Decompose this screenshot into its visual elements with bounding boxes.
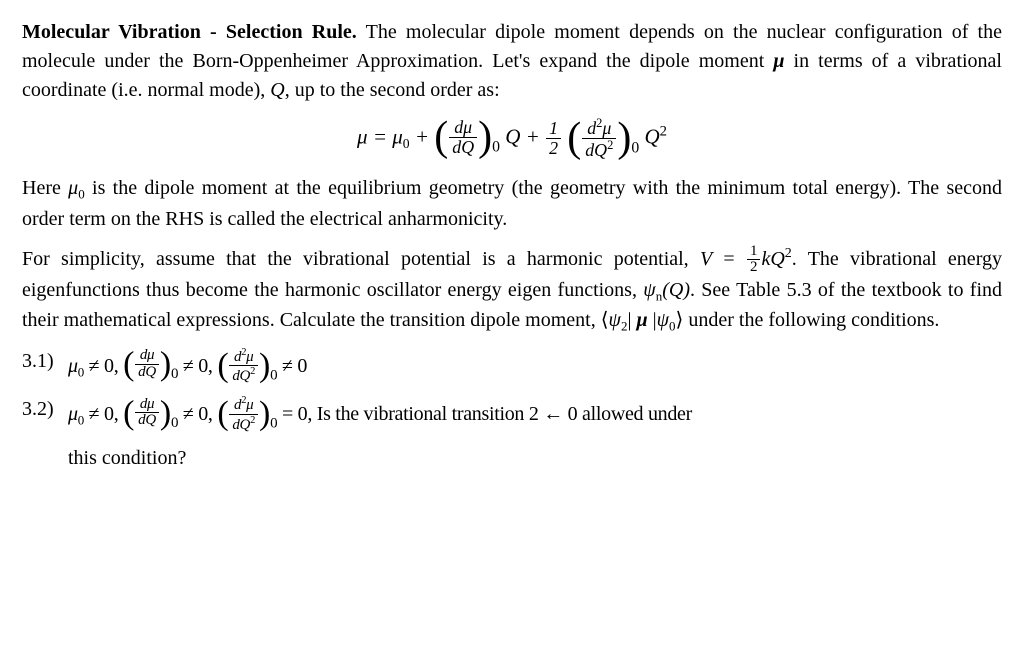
eq-half-num: 1: [546, 119, 561, 139]
q32-eq0: = 0,: [282, 403, 317, 425]
eq-d2: d: [587, 118, 596, 138]
q32-dQ2-sup: 2: [250, 415, 255, 426]
q32-mu0: μ: [68, 403, 78, 425]
eq-mu: μ: [357, 124, 368, 148]
question-3-1: 3.1) μ0 ≠ 0, (dμdQ)0 ≠ 0, (d2μdQ2)0 ≠ 0: [22, 347, 1002, 387]
p3-eq: =: [712, 247, 746, 269]
q32-number: 3.2): [22, 395, 68, 435]
q-symbol: Q: [270, 79, 284, 101]
eq-mu0: μ: [392, 124, 403, 148]
p3-d: under the following conditions.: [683, 309, 939, 331]
paragraph-2: Here μ0 is the dipole moment at the equi…: [22, 174, 1002, 233]
p1-text-c: , up to the second order as:: [285, 79, 500, 101]
p3-mu: μ: [636, 309, 647, 331]
eq-dQ: dQ: [452, 137, 474, 157]
eq-sub0-2: 0: [631, 139, 639, 156]
q32-d2-mu: μ: [246, 397, 253, 413]
eq-plus2: +: [520, 124, 545, 148]
q31-dQ: dQ: [135, 365, 159, 381]
eq-dQ2: dQ: [585, 139, 607, 159]
q32-dQ2: dQ: [232, 416, 250, 432]
eq-plus1: +: [410, 124, 435, 148]
p3-arg: (Q): [662, 279, 690, 301]
question-3-2: 3.2) μ0 ≠ 0, (dμdQ)0 ≠ 0, (d2μdQ2)0 = 0,…: [22, 395, 1002, 435]
q31-neq1: ≠ 0,: [84, 355, 123, 377]
p3-half-den: 2: [747, 260, 761, 276]
eq-sub0-1: 0: [492, 138, 500, 155]
eq-Q2: Q: [644, 124, 659, 148]
p3-psi0: ψ: [657, 309, 669, 331]
eq-half: 12: [546, 119, 561, 157]
q32-tail: Is the vibrational transition 2 ← 0 allo…: [317, 403, 692, 425]
q32-term1: (dμdQ)0: [123, 397, 178, 435]
q32-neq1: ≠ 0,: [84, 403, 123, 425]
eq-half-den: 2: [546, 139, 561, 158]
q31-body: μ0 ≠ 0, (dμdQ)0 ≠ 0, (d2μdQ2)0 ≠ 0: [68, 347, 1002, 387]
p2-b: is the dipole moment at the equilibrium …: [22, 177, 1002, 229]
q31-neq3: ≠ 0: [282, 355, 307, 377]
eq-dQ2-sup: 2: [607, 138, 613, 152]
title: Molecular Vibration - Selection Rule.: [22, 21, 357, 43]
q31-term2: (d2μdQ2)0: [217, 347, 277, 387]
p3-k: k: [761, 247, 770, 269]
q32-continuation: this condition?: [68, 444, 1002, 473]
p3-half-num: 1: [747, 244, 761, 261]
p3-a: For simplicity, assume that the vibratio…: [22, 247, 700, 269]
q31-d2-mu: μ: [246, 349, 253, 365]
p3-Q: Q: [770, 247, 784, 269]
eq-dmu: dμ: [454, 117, 472, 137]
q31-dQ2: dQ: [232, 368, 250, 384]
paragraph-3: For simplicity, assume that the vibratio…: [22, 244, 1002, 337]
p3-half: 12: [747, 244, 761, 277]
p2-mu0: μ: [68, 177, 78, 199]
eq-eq: =: [368, 124, 393, 148]
q32-sub0-2: 0: [270, 416, 277, 432]
p3-bra: ⟨: [601, 309, 609, 331]
paragraph-1: Molecular Vibration - Selection Rule. Th…: [22, 18, 1002, 105]
question-list: 3.1) μ0 ≠ 0, (dμdQ)0 ≠ 0, (d2μdQ2)0 ≠ 0 …: [22, 347, 1002, 473]
q31-sub0-1: 0: [171, 366, 178, 382]
mu-symbol: μ: [773, 50, 784, 72]
q32-dQ: dQ: [135, 413, 159, 429]
q31-neq2: ≠ 0,: [183, 355, 217, 377]
q31-mu0: μ: [68, 355, 78, 377]
p3-V: V: [700, 247, 712, 269]
q32-sub0-1: 0: [171, 414, 178, 430]
p3-mid2: |: [648, 309, 657, 331]
q32-body: μ0 ≠ 0, (dμdQ)0 ≠ 0, (d2μdQ2)0 = 0, Is t…: [68, 395, 1002, 435]
p3-psi2: ψ: [609, 309, 621, 331]
q31-dmu: dμ: [135, 348, 159, 365]
eq-term1: (dμdQ)0: [434, 118, 500, 159]
p2-a: Here: [22, 177, 68, 199]
p3-psi: ψ: [643, 279, 655, 301]
main-equation: μ = μ0 + (dμdQ)0 Q + 12 (d2μdQ2)0 Q2: [22, 117, 1002, 160]
eq-d2-mu: μ: [602, 118, 611, 138]
eq-Q1: Q: [505, 124, 520, 148]
eq-mu0-sub: 0: [403, 136, 410, 151]
q32-neq2: ≠ 0,: [183, 403, 217, 425]
eq-Q2-sup: 2: [660, 123, 667, 139]
q31-dQ2-sup: 2: [250, 366, 255, 377]
q31-number: 3.1): [22, 347, 68, 387]
q32-term2: (d2μdQ2)0: [217, 395, 277, 435]
q31-sub0-2: 0: [270, 367, 277, 383]
p3-Q2: 2: [785, 246, 792, 261]
q31-term1: (dμdQ)0: [123, 348, 178, 386]
eq-term2: (d2μdQ2)0: [567, 117, 639, 160]
q32-dmu: dμ: [135, 397, 159, 414]
